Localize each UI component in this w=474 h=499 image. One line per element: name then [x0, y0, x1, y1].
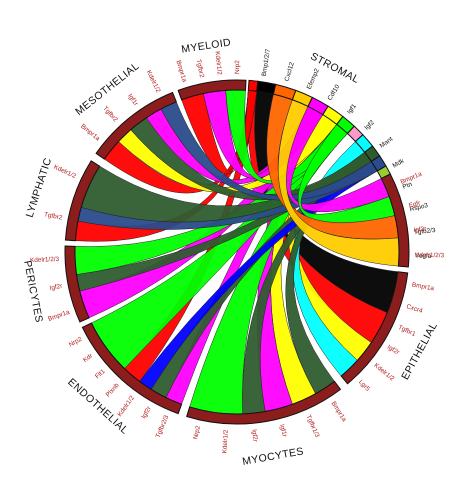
gene-label-lymphatic-tgfbr2: Tgfbr2	[43, 211, 63, 221]
gene-label-pericytes-igf2r: Igf2r	[49, 283, 64, 292]
gene-label-stromal-igf2: Igf2	[363, 119, 376, 132]
gene-label-myeloid-nrp2: Nrp2	[234, 60, 241, 74]
gene-label-stromal-cdf10: Cdf10	[327, 83, 342, 102]
gene-label-epithelial-kdelr1-2: Kdelr1/2	[373, 362, 396, 383]
gene-label-epithelial-lgr5: Lgr5	[357, 379, 371, 393]
gene-label-stromal-efemp2: Efemp2	[306, 67, 321, 90]
gene-label-stromal-rspo3: Rspo3	[409, 202, 429, 213]
gene-label-myeloid-kdelr1-2: Kdelr1/2	[214, 51, 223, 76]
gene-label-stromal-mdk: Mdk	[391, 157, 406, 169]
gene-label-myocytes-nrp2: Nrp2	[192, 425, 202, 440]
gene-label-mesothelial-tgfbr2: Tgfbr2	[101, 105, 119, 124]
gene-label-lymphatic-kdelr1-2: Kdelr1/2	[53, 164, 78, 181]
gene-label-stromal-tgfb2-3: Tgfb2/3	[414, 227, 437, 236]
group-ring-layer	[64, 79, 410, 425]
group-arc-mesothelial	[95, 91, 177, 160]
ligand-arc-vegfa	[376, 165, 391, 180]
group-title-myocytes: MYOCYTES	[241, 445, 304, 468]
group-title-lymphatic: LYMPHATIC	[24, 156, 55, 219]
gene-label-endothelial-plxnb: Plxnb	[105, 382, 121, 399]
gene-label-myocytes-bmpr1a: Bmpr1a	[330, 400, 348, 423]
group-title-pericytes: PERICYTES	[21, 260, 45, 324]
gene-label-epithelial-cxcr4: Cxcr4	[405, 303, 423, 315]
group-arc-endothelial	[81, 322, 183, 415]
gene-label-mesothelial-igf1r: Igf1r	[126, 93, 139, 108]
gene-label-myocytes-igf2r: Igf2r	[250, 429, 258, 443]
gene-label-endothelial-tgfbr2-3: Tgfbr2/3	[155, 414, 171, 439]
group-arc-epithelial	[340, 271, 409, 385]
gene-label-endothelial-kdelr1-2: Kdelr1/2	[117, 394, 137, 418]
group-title-myeloid: MYELOID	[181, 36, 232, 55]
gene-label-pericytes-kdelr1-2-3: Kdelr1/2/3	[30, 256, 60, 264]
gene-label-mesothelial-bmpr1a: Bmpr1a	[79, 123, 101, 143]
gene-label-stromal-receptors-igf2r: Igf2r	[413, 225, 427, 234]
gene-label-myocytes-igf1r: Igf1r	[278, 424, 288, 439]
group-arc-pericytes	[64, 245, 90, 323]
gene-label-endothelial-flt1: Flt1	[94, 368, 107, 381]
gene-label-stromal-ptn: Ptn	[402, 181, 414, 191]
gene-label-endothelial-nrp2: Nrp2	[68, 336, 84, 349]
gene-label-endothelial-kdr: Kdr	[82, 352, 95, 364]
gene-label-endothelial-igf2r: Igf2r	[140, 405, 153, 420]
gene-label-epithelial-tgfbr1: Tgfbr1	[397, 324, 417, 338]
gene-label-stromal-receptors-egfr: Egfr	[408, 199, 422, 209]
group-arc-myocytes	[186, 380, 342, 425]
group-arc-lymphatic	[64, 160, 101, 242]
gene-label-stromal-igf1: Igf1	[346, 102, 358, 115]
gene-label-stromal-cxcl12: Cxcl12	[284, 61, 296, 82]
gene-label-mesothelial-kdelr1-2: Kdelr1/2	[145, 69, 162, 94]
gene-label-stromal-mant: Mant	[379, 136, 395, 150]
gene-label-epithelial-igf2r: Igf2r	[386, 344, 401, 357]
gene-label-pericytes-bmpr1a: Bmpr1a	[47, 309, 71, 323]
gene-label-myeloid-tgfbr2: Tgfbr2	[195, 59, 206, 79]
gene-label-myocytes-kdelr1-2: Kdelr1/2	[221, 429, 229, 454]
group-arc-myeloid	[177, 79, 247, 101]
ribbon-layer	[74, 89, 400, 415]
gene-label-myocytes-tgfbr1-3: Tgfbr1/3	[305, 414, 321, 439]
gene-label-stromal-bmp1-2-7: Bmp1/2/7	[261, 48, 272, 77]
gene-label-stromal-receptors-kdelr1-2-3: Kdelr1/2/3	[415, 252, 445, 260]
group-arc-stromal-receptors	[380, 173, 410, 268]
gene-label-myeloid-bmpr1a: Bmpr1a	[174, 60, 187, 84]
gene-label-epithelial-bmpr1a: Bmpr1a	[411, 281, 435, 292]
gene-label-stromal-vegfa: Vegfa	[415, 253, 432, 260]
